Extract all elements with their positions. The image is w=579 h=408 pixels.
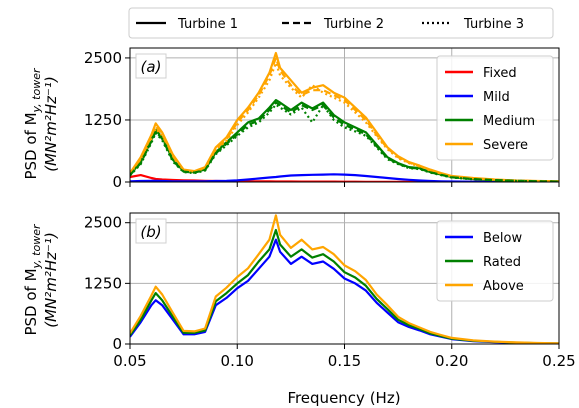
y-tick-label: 1250 — [84, 111, 122, 129]
ylabel-line1: PSD of M — [22, 268, 40, 335]
panel-label-box — [135, 218, 167, 244]
y-tick-label: 1250 — [84, 274, 122, 292]
ylabel-sub: y, tower — [30, 67, 43, 113]
legend-label-below: Below — [483, 231, 522, 246]
legend-label-medium: Medium — [483, 114, 535, 129]
panel-label-text: (b) — [140, 223, 161, 241]
legend-turbine-2: Turbine 2 — [323, 17, 384, 32]
legend-label-mild: Mild — [483, 90, 510, 105]
ylabel-line2: (MN²m²Hz⁻¹) — [42, 232, 60, 328]
x-tick-label: 0.10 — [221, 352, 254, 370]
legend-label-fixed: Fixed — [483, 66, 517, 81]
y-tick-label: 0 — [112, 173, 122, 191]
x-tick-label: 0.05 — [113, 352, 146, 370]
x-tick-label: 0.20 — [435, 352, 468, 370]
panel-legend-frame — [436, 220, 554, 302]
panel-b: 0 1250 2500 0.05 0.10 0.15 0.20 0.25 (b) Below Rat… — [84, 212, 576, 370]
panel-label-box — [135, 53, 167, 79]
legend-turbine-1: Turbine 1 — [177, 17, 238, 32]
panel-label: (a) — [135, 53, 167, 79]
legend-label-rated: Rated — [483, 255, 521, 270]
ylabel-top: PSD of My, tower (MN²m²Hz⁻¹) — [22, 67, 60, 180]
panel-a: 0 1250 2500 (a) Fixed Mild Medium Severe — [84, 47, 560, 191]
series-line-dotted-7 — [130, 103, 559, 182]
y-tick-label: 2500 — [84, 49, 122, 67]
panel-legend: Fixed Mild Medium Severe — [436, 55, 554, 161]
panel-legend: Below Rated Above — [436, 220, 554, 302]
legend-label-severe: Severe — [483, 138, 528, 153]
ylabel-bottom: PSD of My, tower (MN²m²Hz⁻¹) — [22, 223, 60, 336]
panel-label: (b) — [135, 218, 167, 244]
xlabel: Frequency (Hz) — [287, 389, 400, 407]
series-line-mild — [130, 173, 559, 182]
x-tick-label: 0.15 — [328, 352, 361, 370]
y-tick-label: 0 — [112, 335, 122, 353]
y-tick-label: 2500 — [84, 214, 122, 232]
series-line-above — [130, 214, 559, 344]
panel-label-text: (a) — [141, 58, 162, 76]
top-legend-frame — [128, 7, 554, 39]
legend-label-above: Above — [483, 279, 524, 294]
top-legend: Turbine 1 Turbine 2 Turbine 3 — [128, 7, 554, 39]
panel-legend-frame — [436, 55, 554, 161]
svg-text:PSD of My, tower: PSD of My, tower — [22, 223, 43, 336]
x-tick-label: 0.25 — [542, 352, 575, 370]
ylabel-line1: PSD of M — [22, 112, 40, 179]
ylabel-sub: y, tower — [30, 223, 43, 269]
svg-text:PSD of My, tower: PSD of My, tower — [22, 67, 43, 180]
ylabel-line2: (MN²m²Hz⁻¹) — [42, 76, 60, 172]
legend-turbine-3: Turbine 3 — [463, 17, 524, 32]
